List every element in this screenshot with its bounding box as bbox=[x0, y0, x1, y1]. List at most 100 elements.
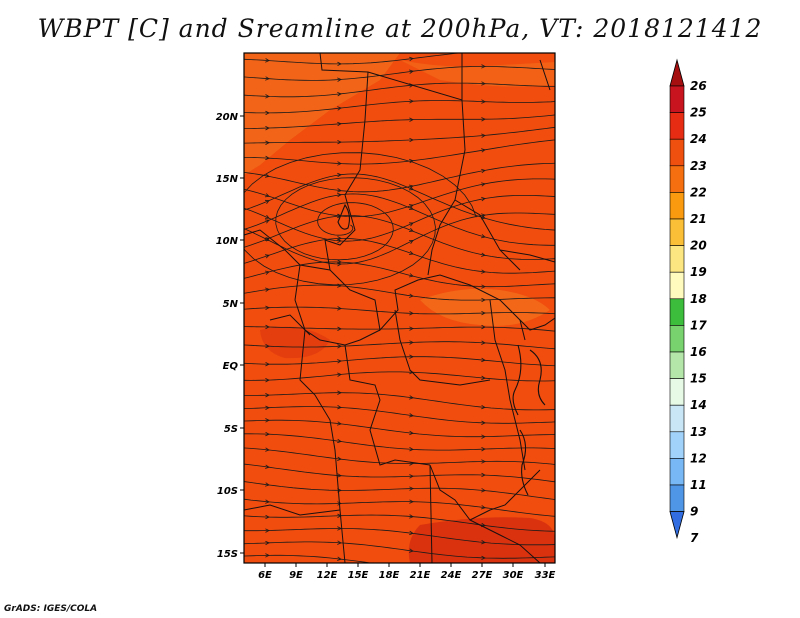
streamline-arrow bbox=[337, 344, 342, 349]
streamline-arrow bbox=[481, 375, 486, 381]
latitude-axis: 20N 15N 10N 5N EQ 5S 10S 15S bbox=[216, 112, 244, 560]
colorbar-swatch bbox=[669, 138, 685, 167]
streamline-arrow bbox=[265, 464, 270, 469]
colorbar-label: 20 bbox=[690, 239, 707, 253]
streamline-arrow bbox=[481, 555, 486, 561]
streamline bbox=[244, 341, 555, 350]
lat-tick-label: 5N bbox=[223, 299, 239, 310]
streamline-arrow bbox=[265, 482, 270, 487]
streamline-arrow bbox=[409, 499, 414, 504]
colorbar-label: 25 bbox=[690, 106, 707, 120]
streamline-arrow bbox=[265, 378, 270, 383]
streamline-arrow bbox=[337, 61, 342, 67]
streamline-arrow bbox=[337, 473, 342, 478]
streamline-arrow bbox=[481, 434, 486, 439]
streamline bbox=[244, 193, 555, 246]
streamline-arrow bbox=[337, 106, 342, 111]
streamline-arrow bbox=[265, 155, 270, 161]
streamline-arrow bbox=[337, 421, 342, 426]
streamline-arrow bbox=[481, 404, 486, 410]
colorbar-label: 14 bbox=[690, 398, 707, 412]
streamline-arrow bbox=[481, 472, 486, 478]
lat-tick-label: 5S bbox=[224, 424, 238, 435]
map-area bbox=[244, 53, 555, 563]
streamline-arrow bbox=[337, 172, 342, 178]
lat-tick-label: 10N bbox=[216, 236, 239, 247]
streamline-arrow bbox=[481, 99, 486, 104]
streamline-arrow bbox=[408, 205, 414, 210]
streamline-arrow bbox=[481, 252, 486, 257]
wbpt-patch bbox=[244, 53, 400, 175]
grads-credit: GrADS: IGES/COLA bbox=[4, 604, 98, 614]
streamline-arrow bbox=[409, 447, 414, 452]
lon-tick-label: 6E bbox=[258, 570, 272, 581]
streamline-arrow bbox=[265, 173, 270, 178]
lon-tick-label: 12E bbox=[317, 570, 338, 581]
colorbar-swatch bbox=[669, 325, 685, 353]
border-line bbox=[489, 299, 526, 471]
wbpt-patch bbox=[400, 60, 555, 87]
lon-tick-label: 15E bbox=[348, 570, 369, 581]
border-line bbox=[244, 504, 341, 516]
colorbar-label: 24 bbox=[690, 132, 707, 146]
streamline-arrow bbox=[265, 514, 270, 520]
streamline bbox=[244, 554, 374, 563]
colorbar-label: 9 bbox=[690, 505, 698, 519]
colorbar-swatch bbox=[669, 218, 685, 246]
streamline-arrow bbox=[481, 446, 486, 452]
streamline-arrow bbox=[265, 305, 270, 311]
lon-tick-label: 18E bbox=[379, 570, 400, 581]
streamline-arrow bbox=[408, 222, 414, 227]
chart-title: WBPT [C] and Sreamline at 200hPa, VT: 20… bbox=[37, 14, 763, 43]
streamline bbox=[244, 195, 555, 242]
streamline-arrow bbox=[337, 92, 342, 97]
streamlines bbox=[244, 53, 555, 563]
streamline-arrow bbox=[264, 219, 270, 224]
streamline bbox=[244, 392, 555, 411]
colorbar: 26 25 24 23 22 21 20 19 18 17 16 15 14 13 12 11 9 7 bbox=[669, 58, 707, 545]
streamline-arrow bbox=[408, 240, 414, 244]
streamline bbox=[244, 306, 555, 315]
streamline-arrow bbox=[409, 99, 414, 104]
streamline bbox=[244, 447, 555, 465]
streamline-arrow bbox=[337, 259, 342, 265]
colorbar-swatch bbox=[669, 165, 685, 193]
streamline-arrow bbox=[337, 438, 342, 444]
streamline bbox=[244, 371, 555, 382]
streamline-arrow bbox=[409, 311, 414, 316]
colorbar-label: 11 bbox=[690, 478, 707, 492]
streamline bbox=[244, 212, 555, 265]
streamline-arrow bbox=[481, 540, 486, 545]
streamline-arrow bbox=[265, 431, 270, 437]
colorbar-label: 21 bbox=[690, 212, 707, 226]
border-line bbox=[519, 317, 555, 331]
streamline-arrow bbox=[337, 326, 342, 331]
streamline bbox=[244, 215, 555, 260]
colorbar-label: 15 bbox=[690, 372, 707, 386]
streamline-arrow bbox=[481, 133, 486, 138]
colorbar-label: 16 bbox=[690, 345, 707, 359]
streamline-arrow bbox=[265, 58, 270, 63]
colorbar-label: 7 bbox=[690, 531, 699, 545]
lake-outline bbox=[529, 349, 546, 406]
colorbar-label: 12 bbox=[690, 451, 707, 465]
streamline-arrow bbox=[265, 418, 270, 423]
streamline-arrow bbox=[264, 199, 270, 204]
streamline-arrow bbox=[409, 56, 414, 62]
streamline bbox=[244, 126, 555, 144]
lon-tick-label: 27E bbox=[472, 570, 493, 581]
colorbar-swatch bbox=[669, 378, 685, 406]
colorbar-swatch bbox=[669, 458, 685, 486]
country-borders bbox=[244, 53, 555, 563]
colorbar-label: 17 bbox=[690, 318, 707, 332]
streamline-arrow bbox=[265, 126, 270, 131]
lat-tick-label: 15S bbox=[217, 549, 238, 560]
streamline-arrow bbox=[481, 340, 486, 345]
border-line bbox=[429, 464, 433, 563]
streamline-arrow bbox=[409, 514, 414, 519]
streamline-arrow bbox=[265, 76, 270, 81]
colorbar-label: 13 bbox=[690, 425, 707, 439]
border-line bbox=[394, 309, 491, 386]
colorbar-label: 22 bbox=[690, 185, 707, 199]
